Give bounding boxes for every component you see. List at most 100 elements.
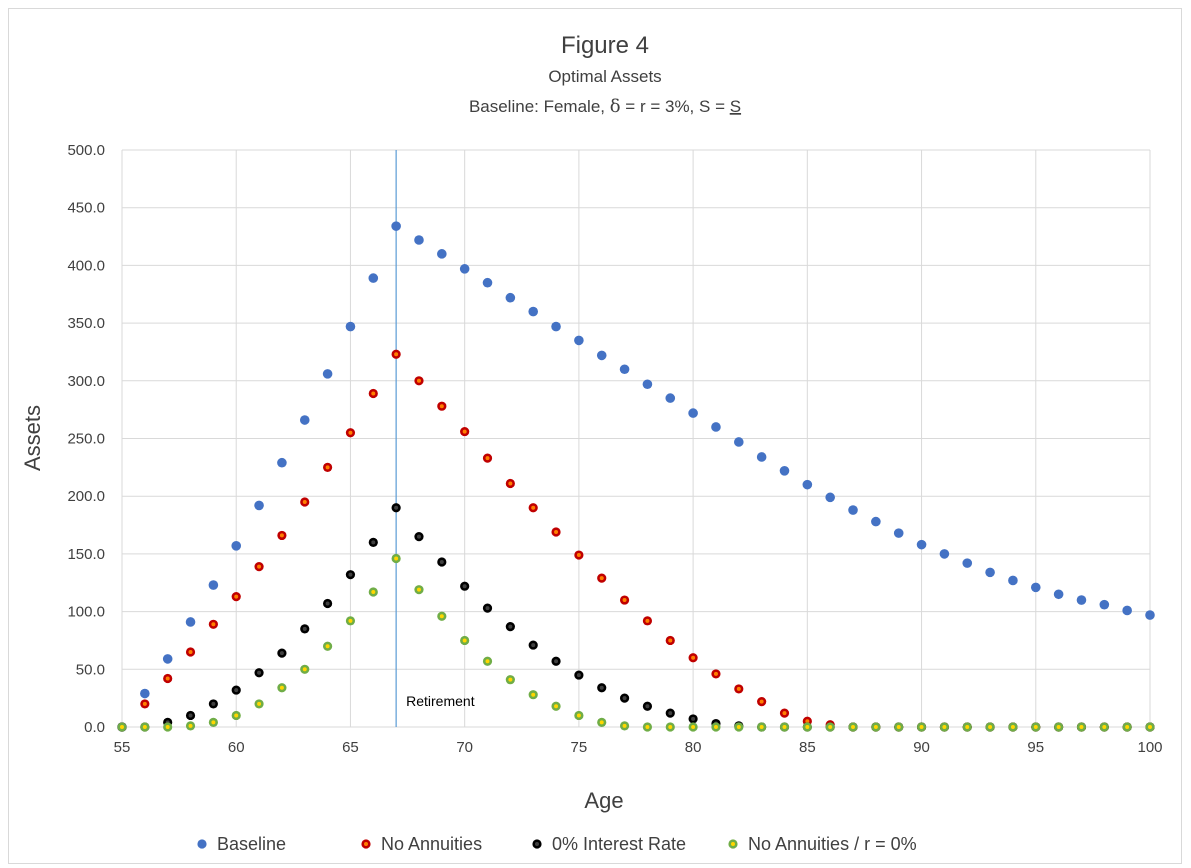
data-points [117,221,1155,732]
data-point [1076,595,1087,605]
data-point-highlight [965,725,970,729]
data-point [756,452,767,462]
y-axis-tick-labels: 0.0 50.0 100.0 150.0 200.0 250.0 300.0 350.0 400… [67,142,105,736]
data-point-highlight [302,499,307,504]
data-point-highlight [691,725,696,729]
data-point [368,273,379,283]
data-point-highlight [439,614,444,619]
data-point [1099,599,1110,610]
y-tick-label: 150.0 [67,546,105,563]
legend-item: Baseline [197,834,286,854]
data-point-highlight [302,667,307,672]
legend-label: No Annuities / r = 0% [748,834,917,854]
data-point-highlight [485,456,490,461]
y-tick-label: 500.0 [67,142,105,159]
data-point-highlight [736,686,741,691]
data-point-highlight [554,529,559,534]
data-point-highlight [257,564,262,569]
data-point-highlight [622,723,627,728]
data-point-highlight [120,725,124,729]
x-tick-label: 70 [456,739,473,756]
data-point-highlight [188,723,193,728]
data-point-highlight [645,704,650,709]
subtitle-2-mid: = r = 3%, S = [621,97,730,116]
data-point-highlight [1079,725,1084,729]
y-tick-label: 0.0 [84,719,105,736]
data-point-highlight [234,594,239,599]
data-point [1030,582,1041,593]
data-point-highlight [576,553,581,558]
data-point [231,541,242,551]
data-point-highlight [394,556,399,561]
data-point-highlight [759,725,764,729]
data-point-highlight [211,720,216,725]
data-point [848,505,858,515]
y-tick-label: 200.0 [67,488,105,505]
data-point [665,393,676,403]
data-point [459,264,470,274]
x-tick-label: 90 [913,739,930,756]
data-point-highlight [622,598,627,603]
subtitle-2-delta: δ [610,96,621,117]
data-point-highlight [348,430,353,435]
data-point-highlight [851,725,856,729]
data-point-highlight [1102,725,1107,729]
data-point [1122,605,1132,616]
data-point-highlight [873,725,878,729]
data-point-highlight [371,589,376,594]
data-point-highlight [325,601,330,606]
data-point-highlight [919,725,924,729]
data-point-highlight [668,725,673,729]
data-point-highlight [896,725,901,729]
data-point-highlight [1033,725,1038,729]
y-tick-label: 350.0 [67,315,105,332]
data-point-highlight [554,704,559,709]
data-point-highlight [462,429,467,434]
x-tick-label: 95 [1027,739,1044,756]
data-point-highlight [325,644,330,649]
series-no-annuities-r-0 [117,553,1155,732]
x-tick-label: 85 [799,739,816,756]
data-point-highlight [211,701,216,706]
data-point-highlight [531,692,536,697]
data-point-highlight [599,685,604,690]
series-baseline [117,221,1155,732]
y-tick-label: 300.0 [67,373,105,390]
data-point-highlight [668,711,673,716]
data-point-highlight [142,701,147,706]
x-tick-label: 55 [114,739,131,756]
data-point [528,306,538,317]
data-point-highlight [485,606,490,611]
subtitle-2-prefix: Baseline: Female, [469,97,610,116]
data-point-highlight [713,725,718,729]
data-point-highlight [211,622,216,627]
data-point-highlight [165,676,170,681]
y-axis-title: Assets [20,405,45,471]
data-point-highlight [394,352,399,357]
data-point [985,567,995,578]
data-point-highlight [257,670,262,675]
data-point [711,422,721,432]
legend-item: No Annuities [361,834,482,854]
data-point-highlight [371,540,376,545]
y-tick-label: 450.0 [67,200,105,217]
data-point [299,415,310,425]
series-no-annuities [117,349,1155,732]
x-tick-label: 75 [571,739,588,756]
retirement-marker: Retirement [395,150,475,727]
data-point-highlight [234,713,239,718]
data-point [825,492,835,503]
data-point-highlight [828,725,833,729]
data-point-highlight [622,696,627,701]
data-point-highlight [691,655,696,660]
data-point-highlight [416,587,421,592]
data-point-highlight [782,711,787,716]
y-tick-label: 400.0 [67,257,105,274]
data-point-highlight [188,649,193,654]
data-point [1008,575,1018,586]
subtitle-2-s: S [730,97,741,116]
legend-label: 0% Interest Rate [552,834,686,854]
data-point-highlight [988,725,993,729]
data-point-highlight [531,643,536,648]
